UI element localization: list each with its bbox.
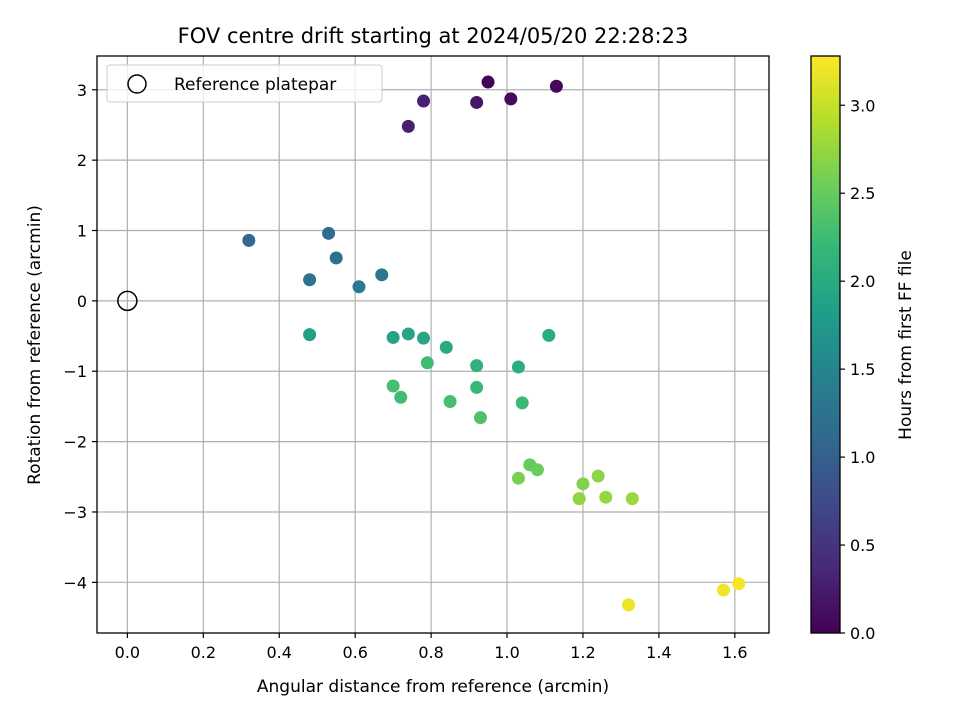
- data-point: [625, 492, 639, 506]
- data-point: [401, 119, 415, 133]
- x-tick-label: 0.8: [418, 643, 443, 662]
- y-tick-label: −1: [63, 362, 87, 381]
- data-point: [511, 360, 525, 374]
- data-point: [470, 95, 484, 109]
- data-point: [303, 273, 317, 287]
- data-point: [576, 477, 590, 491]
- data-point: [439, 340, 453, 354]
- colorbar: 0.0 0.5 1.0 1.5 2.0 2.5 3.0 Hours from first F…: [810, 55, 916, 643]
- y-tick-label: 0: [77, 292, 87, 311]
- x-tick-label: 0.2: [191, 643, 216, 662]
- data-point: [572, 492, 586, 506]
- x-tick-label: 1.4: [646, 643, 671, 662]
- x-tick-label: 0.0: [115, 643, 140, 662]
- data-point: [322, 226, 336, 240]
- data-point: [481, 75, 495, 89]
- data-point: [242, 233, 256, 247]
- data-point: [420, 356, 434, 370]
- data-point: [716, 583, 730, 597]
- colorbar-tick-label: 1.0: [850, 448, 875, 467]
- legend-box: [106, 64, 383, 103]
- data-point: [504, 92, 518, 106]
- y-tick-label: −4: [63, 573, 87, 592]
- data-point: [549, 79, 563, 93]
- data-point: [530, 463, 544, 477]
- data-point: [470, 359, 484, 373]
- data-point: [443, 394, 457, 408]
- plot-frame: [96, 55, 770, 634]
- data-point: [591, 469, 605, 483]
- colorbar-label: Hours from first FF file: [896, 250, 916, 440]
- colorbar-tick-label: 3.0: [850, 96, 875, 115]
- x-axis-label: Angular distance from reference (arcmin): [257, 677, 609, 697]
- data-point: [386, 330, 400, 344]
- x-tick-label: 1.0: [494, 643, 519, 662]
- colorbar-tick-label: 0.0: [850, 624, 875, 643]
- x-axis-ticks: 0.0 0.2 0.4 0.6 0.8 1.0 1.2 1.4 1.6: [115, 633, 748, 662]
- y-axis-label: Rotation from reference (arcmin): [25, 205, 45, 485]
- colorbar-tick-label: 2.0: [850, 272, 875, 291]
- y-tick-label: −2: [63, 433, 87, 452]
- y-tick-label: 2: [77, 151, 87, 170]
- chart-title: FOV centre drift starting at 2024/05/20 …: [178, 24, 689, 48]
- data-point: [329, 251, 343, 265]
- colorbar-ticks: 0.0 0.5 1.0 1.5 2.0 2.5 3.0: [840, 96, 875, 643]
- data-point: [303, 328, 317, 342]
- data-point: [473, 411, 487, 425]
- legend-entry-label: Reference platepar: [174, 75, 336, 95]
- colorbar-tick-label: 2.5: [850, 184, 875, 203]
- data-point: [386, 379, 400, 393]
- data-point: [515, 396, 529, 410]
- data-point: [394, 390, 408, 404]
- data-point: [732, 577, 746, 591]
- data-point: [542, 328, 556, 342]
- y-tick-label: 1: [77, 222, 87, 241]
- colorbar-tick-label: 1.5: [850, 360, 875, 379]
- data-point: [417, 94, 431, 108]
- reference-point-marker: [117, 290, 138, 312]
- x-tick-label: 1.6: [722, 643, 747, 662]
- legend: Reference platepar: [106, 64, 383, 103]
- data-point: [375, 268, 389, 282]
- data-point: [622, 598, 636, 612]
- x-tick-label: 0.6: [342, 643, 367, 662]
- y-tick-label: −3: [63, 503, 87, 522]
- colorbar-tick-label: 0.5: [850, 536, 875, 555]
- legend-marker-icon: [127, 74, 147, 94]
- x-tick-label: 0.4: [267, 643, 292, 662]
- data-points: [242, 75, 746, 612]
- grid-lines: [97, 56, 769, 633]
- y-axis-ticks: 3 2 1 0 −1 −2 −3 −4: [63, 81, 97, 592]
- data-point: [599, 490, 613, 504]
- y-tick-label: 3: [77, 81, 87, 100]
- colorbar-gradient: [810, 55, 841, 634]
- x-tick-label: 1.2: [570, 643, 595, 662]
- data-point: [352, 280, 366, 294]
- reference-marker-group: [117, 290, 138, 312]
- data-point: [417, 331, 431, 345]
- data-point: [511, 471, 525, 485]
- data-point: [401, 327, 415, 341]
- data-point: [470, 380, 484, 394]
